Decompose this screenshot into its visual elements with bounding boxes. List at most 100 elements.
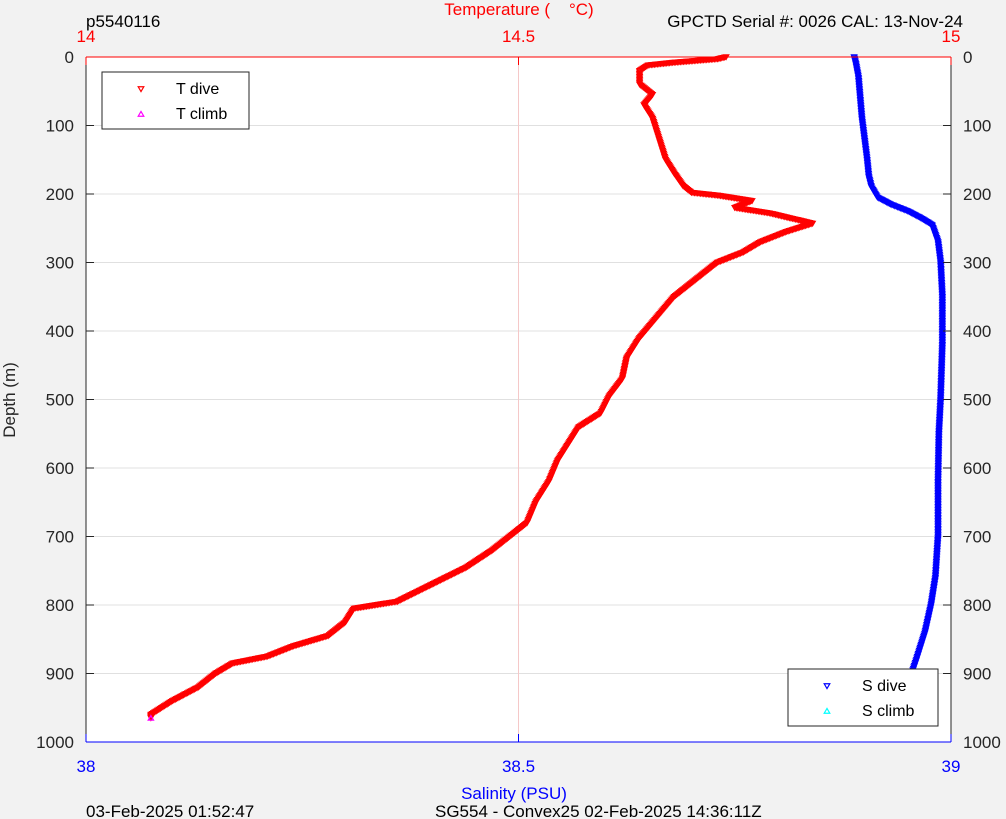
y-tick-label-left: 300 [46,254,74,273]
data-point [935,424,943,432]
data-point [635,72,644,79]
data-point [937,278,946,285]
y-tick-label-left: 900 [46,665,74,684]
data-point [635,75,644,82]
data-point [935,420,944,427]
data-point [925,220,934,227]
y-tick-label-left: 800 [46,596,74,615]
data-point [635,77,644,84]
data-point [635,78,644,85]
y-tick-label-right: 0 [963,48,972,67]
data-point [635,74,644,81]
data-point [937,262,945,270]
data-point [936,409,944,416]
data-point [936,406,944,413]
y-tick-label-left: 0 [65,48,74,67]
data-point [864,166,872,173]
legend-s-dive-marker [823,683,831,690]
x-tick-label-top: 15 [942,27,961,46]
data-point [935,423,944,430]
data-point [935,418,944,425]
data-point [937,269,945,276]
data-point [864,164,872,172]
data-point [937,267,945,274]
y-axis-title: Depth (m) [0,362,19,438]
data-point [937,265,945,273]
footer-center: SG554 - Convex25 02-Feb-2025 14:36:11Z [435,802,762,819]
data-point [937,280,946,287]
bottom-axis-title: Salinity (PSU) [461,784,567,803]
legend-s-dive-label: S dive [862,678,907,695]
data-point [936,407,944,415]
data-point [935,417,944,424]
data-point [635,67,644,75]
y-tick-label-right: 500 [963,391,991,410]
legend-t-dive-label: T dive [176,81,219,98]
data-point [935,429,943,436]
x-tick-label-bottom: 38 [77,757,96,776]
grid [86,57,951,742]
data-point [863,161,872,169]
data-point [936,398,945,405]
y-tick-label-right: 200 [963,185,991,204]
legend-s-climb-marker [823,707,831,714]
data-point [938,289,946,296]
data-point [937,275,946,282]
y-tick-label-right: 1000 [963,733,1001,752]
y-tick-label-left: 700 [46,528,74,547]
data-point [936,402,945,410]
legend-temperature-box [101,71,250,130]
series-t-dive [147,54,817,722]
data-point [864,169,873,176]
legend-t-dive-marker [137,86,145,93]
data-point [863,160,872,167]
header-right: GPCTD Serial #: 0026 CAL: 13-Nov-24 [667,12,963,31]
y-tick-label-right: 600 [963,459,991,478]
y-tick-label-right: 800 [963,596,991,615]
x-tick-label-top: 14 [77,27,96,46]
y-tick-label-left: 500 [46,391,74,410]
axes [85,56,952,743]
data-point [936,261,945,268]
data-point [936,401,945,408]
y-tick-label-right: 900 [963,665,991,684]
legend-t-climb-label: T climb [176,106,227,123]
y-tick-label-left: 1000 [36,733,74,752]
data-point [935,426,943,433]
y-tick-label-right: 400 [963,322,991,341]
data-marks [147,54,947,722]
data-point [936,412,944,419]
data-point [863,158,871,165]
data-point [938,286,946,293]
y-tick-label-right: 300 [963,254,991,273]
data-point [936,399,945,407]
y-tick-label-left: 400 [46,322,74,341]
legend-s-climb-label: S climb [862,703,915,720]
data-point [937,281,946,288]
data-point [936,413,944,421]
data-point [863,157,871,164]
y-tick-label-left: 100 [46,117,74,136]
top-axis-title: Temperature ( °C) [444,0,593,19]
data-point [935,427,943,435]
data-point [935,415,944,422]
data-point [863,163,872,170]
data-point [937,273,946,281]
y-tick-label-left: 200 [46,185,74,204]
data-point [635,71,644,78]
footer-left: 03-Feb-2025 01:52:47 [86,802,254,819]
series-t-climb [147,714,155,721]
data-point [936,396,945,404]
data-point [937,264,945,271]
data-point [147,714,155,721]
data-point [936,404,944,411]
data-point [864,172,873,179]
data-point [864,167,872,175]
data-point [936,410,944,418]
data-point [938,292,947,299]
tick-labels: 0 0 100 100 200 200 300 300 400 400 500 500 600 600 70… [36,27,1001,776]
y-tick-label-right: 700 [963,528,991,547]
y-tick-label-left: 600 [46,459,74,478]
data-point [935,421,944,429]
